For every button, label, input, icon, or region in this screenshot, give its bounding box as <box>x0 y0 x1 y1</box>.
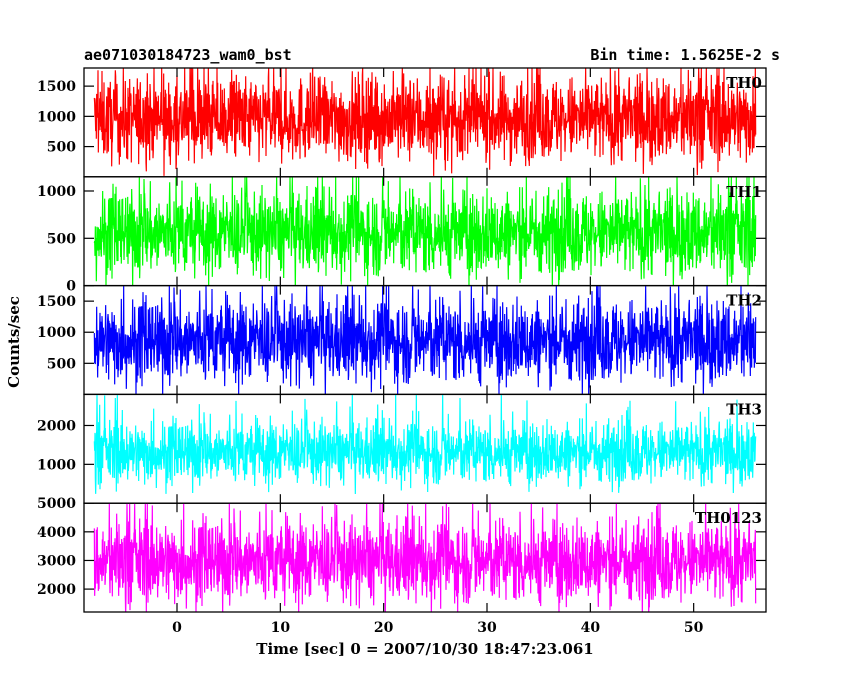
panel-th0: 500 1000 1500 TH0 <box>37 67 767 178</box>
x-tick-label: 30 <box>477 620 497 636</box>
series-line-th2 <box>93 285 757 395</box>
panel-th1: 0 500 1000 TH1 <box>37 176 767 295</box>
panel-th2: 500 1000 1500 TH2 <box>37 284 767 396</box>
x-axis-label: Time [sec] 0 = 2007/10/30 18:47:23.061 <box>256 640 593 658</box>
y-tick-label: 3000 <box>37 553 76 569</box>
y-tick-label: 0 <box>66 279 76 295</box>
y-tick-label: 1000 <box>37 325 76 341</box>
y-tick-label: 5000 <box>37 496 76 512</box>
x-tick-label: 40 <box>581 620 601 636</box>
series-line-th0123 <box>93 503 757 613</box>
series-line-th0 <box>93 68 757 176</box>
chart-subtitle: Bin time: 1.5625E-2 s <box>590 46 780 64</box>
y-tick-label: 500 <box>47 140 76 156</box>
series-label-th1: TH1 <box>726 183 762 201</box>
x-tick-label: 20 <box>374 620 394 636</box>
series-label-th0: TH0 <box>726 74 762 92</box>
panel-frame <box>83 502 767 613</box>
y-tick-label: 1000 <box>37 184 76 200</box>
panel-th0123: 2000 3000 4000 5000 TH0123 <box>37 496 767 613</box>
series-label-th2: TH2 <box>726 292 762 310</box>
panel-th3: 1000 2000 TH3 <box>37 393 767 504</box>
y-tick-label: 1000 <box>37 109 76 125</box>
series-line-th3 <box>93 394 757 495</box>
y-tick-label: 2000 <box>37 418 76 434</box>
series-line-th1 <box>93 176 757 286</box>
y-tick-label: 500 <box>47 356 76 372</box>
chart-title: ae071030184723_wam0_bst <box>84 46 292 64</box>
y-axis-label: Counts/sec <box>5 296 23 388</box>
y-tick-label: 500 <box>47 231 76 247</box>
y-tick-label: 2000 <box>37 582 76 598</box>
y-tick-label: 1500 <box>37 294 76 310</box>
y-tick-label: 4000 <box>37 525 76 541</box>
series-label-th0123: TH0123 <box>695 509 762 527</box>
y-tick-label: 1000 <box>37 457 76 473</box>
series-label-th3: TH3 <box>726 400 762 418</box>
x-tick-label: 10 <box>271 620 291 636</box>
x-tick-label: 0 <box>172 620 182 636</box>
y-tick-label: 1500 <box>37 79 76 95</box>
x-tick-label: 50 <box>684 620 704 636</box>
